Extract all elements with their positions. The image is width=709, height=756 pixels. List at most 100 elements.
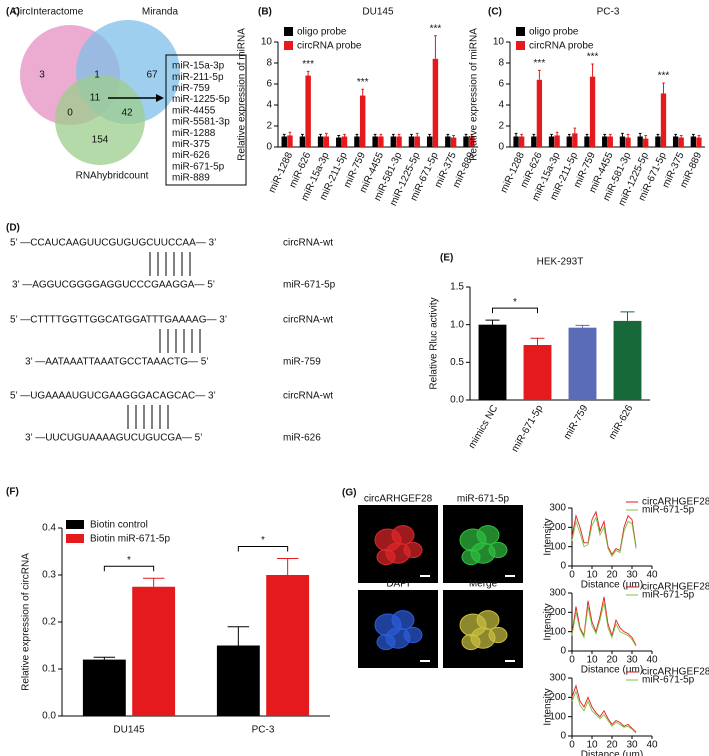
error-bar (674, 133, 677, 137)
legend-label: circRNA probe (529, 41, 594, 52)
microscopy: circARHGEF28 miR-671-5p DAPI Merge (358, 494, 523, 668)
significance: *** (658, 71, 670, 82)
y-tick-label: 300 (549, 673, 566, 684)
y-axis-label: Relative Rluc activity (429, 297, 440, 389)
y-tick-label: 4 (498, 100, 504, 111)
cell (376, 548, 396, 566)
significance: * (261, 535, 265, 546)
y-axis-label: Relative expression of miRNA (469, 28, 480, 161)
y-tick-label: 0.1 (42, 664, 56, 675)
significance: * (127, 555, 131, 566)
y-tick-label: 100 (549, 711, 566, 722)
bar (354, 136, 360, 147)
venn-circle (55, 75, 145, 165)
legend-swatch (516, 27, 525, 36)
bar (568, 327, 597, 400)
x-axis-label: Distance (μm) (581, 580, 643, 591)
error-bar (142, 577, 165, 587)
bar (450, 137, 457, 147)
x-tick-label: 40 (646, 740, 658, 751)
error-bar (373, 133, 377, 137)
sequence: 3’ —UUCUGUAAAAGUCUGUCGA— 5’ (25, 433, 202, 444)
x-tick-label: 10 (586, 655, 598, 666)
bar (408, 136, 415, 147)
error-bar (532, 133, 536, 137)
error-bar (397, 133, 401, 137)
bar (378, 136, 384, 147)
bar (584, 136, 590, 147)
x-tick-label: miR-626 (607, 403, 636, 442)
mirna-item: miR-211-5p (172, 72, 224, 83)
y-tick-label: 10 (261, 37, 273, 48)
bar (478, 324, 507, 400)
legend-label: circARHGEF28 (642, 497, 709, 508)
error-bar (550, 133, 553, 137)
error-bar (470, 133, 474, 137)
error-bar (567, 133, 571, 137)
bar (82, 659, 126, 716)
channel-label: circARHGEF28 (364, 494, 433, 505)
error-bar (306, 70, 310, 76)
bar (132, 586, 176, 716)
sequence-name: circRNA-wt (283, 315, 333, 326)
error-bar (656, 133, 660, 137)
y-tick-label: 200 (549, 607, 566, 618)
error-bar (379, 133, 383, 137)
bar (266, 575, 310, 716)
error-bar (361, 88, 365, 96)
chart-title: PC-3 (597, 7, 620, 18)
error-bar (697, 134, 701, 138)
x-tick-label: miR-1288 (499, 150, 527, 194)
error-bar (555, 131, 559, 136)
set-label: Miranda (142, 7, 179, 18)
region-count: 154 (92, 135, 109, 146)
sequence: 5’ —CTTTTGGTTGGCATGGATTTGAAAAG— 3’ (10, 315, 227, 326)
legend-label: miR-671-5p (642, 590, 695, 601)
error-bar (319, 133, 322, 137)
panel-label: (C) (488, 7, 502, 18)
channel-label: DAPI (386, 579, 409, 590)
legend-swatch (516, 41, 525, 50)
bar (305, 75, 311, 147)
error-bar (434, 35, 437, 59)
bar (566, 136, 572, 147)
x-tick-label: mimics NC (467, 403, 501, 450)
sequence-name: circRNA-wt (283, 391, 333, 402)
error-bar (662, 82, 665, 94)
cell (391, 525, 415, 545)
error-bar (464, 133, 468, 137)
error-bar (415, 132, 419, 137)
error-bar (638, 132, 642, 137)
mirna-item: miR-671-5p (172, 161, 225, 172)
y-tick-label: 0 (560, 561, 566, 572)
y-tick-label: 2 (266, 121, 272, 132)
bar (372, 136, 378, 147)
bar (672, 136, 679, 147)
bar (513, 136, 519, 147)
significance: *** (357, 77, 369, 88)
y-tick-label: 0.5 (450, 357, 464, 368)
y-tick-label: 0 (560, 731, 566, 742)
line (571, 516, 637, 558)
error-bar (324, 132, 328, 137)
x-axis-label: Distance (μm) (581, 750, 643, 756)
panel-label: (G) (342, 488, 356, 499)
bar (445, 136, 451, 147)
mirna-item: miR-626 (172, 150, 210, 161)
y-tick-label: 6 (498, 79, 504, 90)
y-tick-label: 0 (266, 142, 272, 153)
region-count: 42 (121, 108, 133, 119)
error-bar (603, 133, 607, 137)
bar (589, 76, 596, 147)
bracket (103, 565, 155, 572)
sequence-alignments: 5’ —CCAUCAAGUUCGUGUGCUUCCAA— 3’ 3’ —AGGUC… (10, 238, 336, 444)
error-bar (452, 134, 455, 138)
x-tick-label: miR-671-5p (510, 403, 546, 454)
y-tick-label: 1.5 (450, 282, 464, 293)
chart-title: DU145 (362, 7, 394, 18)
bar (336, 137, 342, 147)
significance: *** (587, 52, 599, 63)
y-tick-label: 0 (560, 646, 566, 657)
